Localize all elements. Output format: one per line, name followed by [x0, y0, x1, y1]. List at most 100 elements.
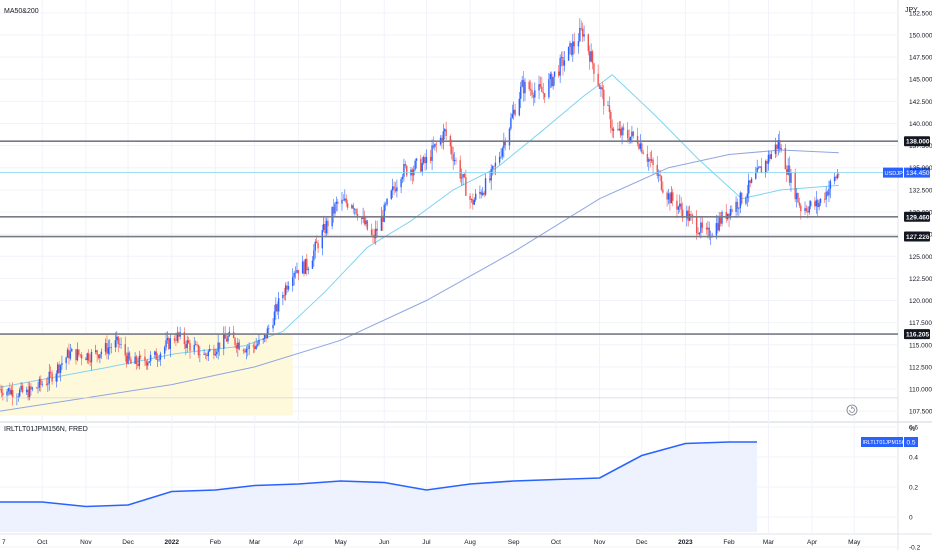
candle-body — [455, 160, 456, 161]
candle-body — [376, 229, 377, 231]
level-label-116.205: 116.205 — [904, 329, 930, 339]
candle-body — [474, 200, 475, 205]
candle — [406, 165, 407, 177]
candle-body — [807, 211, 808, 212]
candle-body — [118, 337, 119, 344]
candle-body — [503, 141, 504, 148]
candle-body — [452, 154, 453, 161]
rate-name-tag-text: IRLTLT01JPM156N — [863, 440, 909, 446]
candle-body — [835, 177, 836, 178]
candle-body — [78, 350, 79, 355]
candle-body — [385, 204, 386, 205]
candle-body — [520, 87, 521, 99]
candle-body — [562, 57, 563, 66]
candle-body — [26, 390, 27, 392]
candle-body — [119, 344, 120, 345]
candle-body — [749, 180, 750, 182]
candle-body — [638, 144, 639, 149]
candle-body — [254, 347, 255, 349]
candle-body — [652, 159, 653, 164]
candle-body — [599, 85, 600, 89]
candle-body — [568, 47, 569, 61]
rate-indicator-label[interactable]: IRLTLT01JPM156N, FRED — [4, 426, 88, 433]
candle-body — [559, 58, 560, 76]
candle-body — [590, 51, 591, 61]
candle-body — [296, 270, 297, 273]
candle-body — [436, 144, 437, 145]
candle-body — [745, 198, 746, 204]
candle-body — [510, 118, 511, 129]
candle-body — [403, 164, 404, 177]
price-tick-label: 147.500 — [909, 55, 932, 62]
price-tick-label: 132.500 — [909, 187, 932, 194]
candle-body — [194, 345, 195, 351]
candle-body — [671, 192, 672, 203]
candle-body — [371, 230, 372, 235]
candle-body — [668, 194, 669, 200]
candle-body — [120, 344, 121, 345]
candle-body — [814, 201, 815, 206]
ma-indicator-label[interactable]: MA50&200 — [4, 8, 39, 15]
candle-body — [134, 356, 135, 363]
candle-body — [165, 340, 166, 347]
candle-body — [292, 277, 293, 286]
candle-body — [391, 190, 392, 198]
candle-body — [274, 312, 275, 325]
price-tick-label: 122.500 — [909, 276, 932, 283]
candle-body — [621, 127, 622, 135]
candle-body — [697, 233, 698, 234]
candle-body — [471, 199, 472, 200]
candle-body — [402, 177, 403, 179]
candle-body — [32, 388, 33, 390]
candle-body — [499, 157, 500, 163]
candle-body — [278, 298, 279, 311]
candle-body — [564, 61, 565, 66]
candle-body — [341, 200, 342, 204]
time-tick-label: Apr — [807, 539, 818, 546]
candle-body — [400, 179, 401, 187]
candle — [331, 207, 332, 229]
candle-body — [11, 390, 12, 394]
time-tick-label: 2022 — [164, 539, 179, 546]
candle-body — [740, 193, 741, 208]
candle-body — [502, 148, 503, 156]
candle-body — [46, 384, 47, 385]
candle-body — [75, 349, 76, 360]
price-tick-label: 137.500 — [909, 143, 932, 150]
candle-body — [789, 166, 790, 183]
candle-body — [253, 345, 254, 346]
candle-body — [174, 338, 175, 340]
candle-body — [284, 295, 285, 296]
candle-body — [215, 354, 216, 355]
candle-body — [741, 193, 742, 204]
candle-body — [327, 221, 328, 226]
candle-body — [282, 295, 283, 298]
time-tick-label: Feb — [210, 539, 222, 546]
candle-body — [804, 208, 805, 211]
candle-body — [101, 352, 102, 355]
candle-body — [322, 230, 323, 248]
candle-body — [288, 286, 289, 289]
candle-body — [168, 338, 169, 349]
candle-body — [581, 28, 582, 29]
candle-body — [662, 190, 663, 193]
candle-body — [431, 145, 432, 160]
candle-body — [6, 391, 7, 395]
candle-body — [619, 129, 620, 130]
candle-body — [785, 148, 786, 169]
candle-body — [552, 77, 553, 86]
candle-body — [737, 202, 738, 209]
level-label-text: 116.205 — [906, 332, 930, 339]
candle-body — [51, 373, 52, 381]
candle-body — [538, 84, 539, 90]
candle-body — [492, 166, 493, 169]
candle-body — [18, 396, 19, 397]
candle-body — [806, 208, 807, 211]
candle-body — [160, 354, 161, 360]
candle-body — [593, 63, 594, 74]
reset-icon[interactable] — [847, 405, 857, 415]
candle-body — [396, 187, 397, 191]
